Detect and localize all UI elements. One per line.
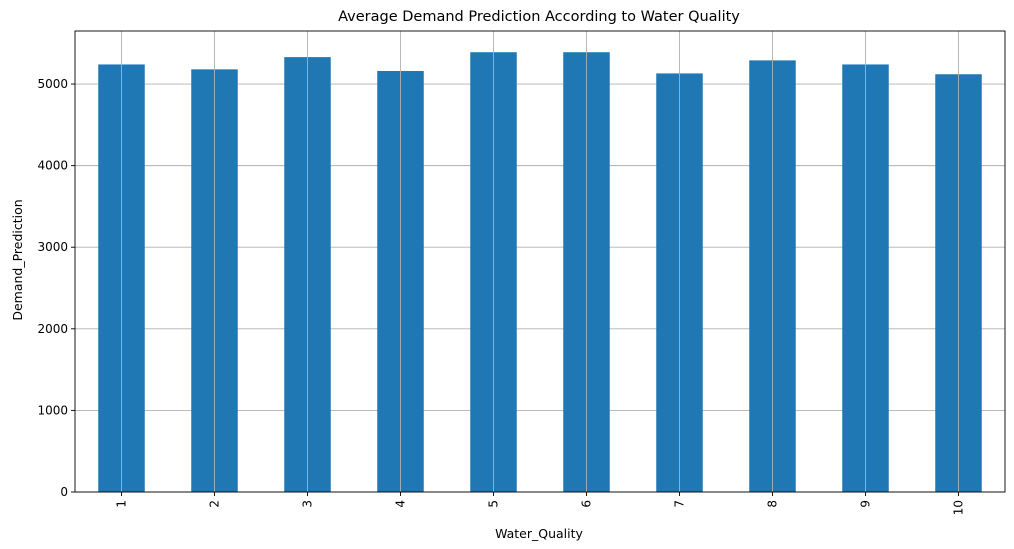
x-axis-label: Water_Quality [495, 526, 583, 541]
bars [98, 52, 982, 493]
x-tick-label: 9 [859, 500, 873, 508]
x-tick-label: 3 [301, 500, 315, 508]
y-tick-label: 5000 [37, 77, 68, 91]
x-tick-label: 7 [673, 500, 687, 508]
x-tick-label: 8 [766, 500, 780, 508]
y-tick-label: 3000 [37, 240, 68, 254]
x-tick-label: 1 [115, 500, 129, 508]
x-tick-label: 2 [208, 500, 222, 508]
axes: 0 1000 2000 3000 4000 5000 1 2 3 4 5 6 7 8 9 10 [37, 30, 1006, 515]
x-tick-label: 5 [487, 500, 501, 508]
x-tick-label: 10 [952, 500, 966, 515]
y-tick-label: 0 [60, 485, 68, 499]
plot-frame [74, 30, 1006, 493]
y-axis-label: Demand_Prediction [10, 199, 25, 320]
chart-title: Average Demand Prediction According to W… [338, 9, 740, 25]
x-tick-label: 4 [394, 500, 408, 508]
y-tick-label: 1000 [37, 403, 68, 417]
x-tick-label: 6 [580, 500, 594, 508]
y-tick-label: 4000 [37, 159, 68, 173]
vertical-grid [121, 31, 959, 492]
y-tick-label: 2000 [37, 322, 68, 336]
